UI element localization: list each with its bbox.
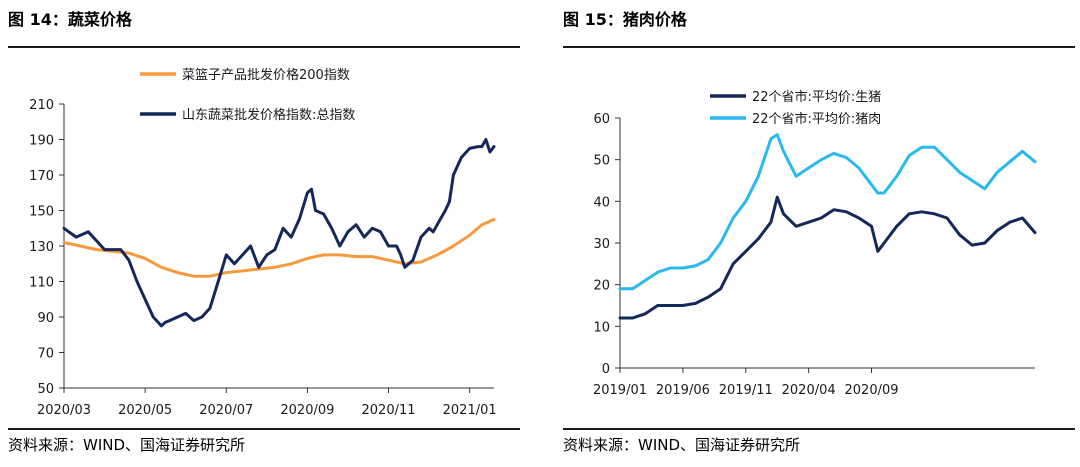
y-tick-label: 150 <box>29 205 54 220</box>
y-tick-label: 10 <box>593 320 610 335</box>
vegetable-price-chart: 50 70 90 110 130 150 170 190 210 2020/03 2020/05 20… <box>29 67 497 418</box>
series-line-0 <box>62 217 496 278</box>
y-tick-label: 40 <box>593 195 610 210</box>
legend-label: 22个省市:平均价:猪肉 <box>752 111 881 127</box>
source-divider <box>8 428 520 430</box>
x-tick-label: 2020/07 <box>199 403 253 418</box>
title-divider <box>8 46 520 48</box>
y-tick-label: 190 <box>29 134 54 149</box>
x-tick-label: 2019/11 <box>719 383 773 398</box>
x-tick-label: 2020/09 <box>280 403 334 418</box>
legend-label: 22个省市:平均价:生猪 <box>752 89 881 105</box>
y-tick-label: 50 <box>593 154 610 169</box>
source-note: 资料来源：WIND、国海证券研究所 <box>8 436 246 454</box>
source-divider <box>563 428 1075 430</box>
y-tick-label: 20 <box>593 279 610 294</box>
y-tick-label: 30 <box>593 237 610 252</box>
figure-title: 图 15：猪肉价格 <box>563 10 687 29</box>
figure-15-panel: 图 15：猪肉价格 0 10 20 30 40 50 60 2019/01 2019/06 201… <box>555 0 1080 467</box>
series-line-1 <box>618 133 1037 291</box>
x-tick-label: 2020/09 <box>845 383 899 398</box>
y-tick-label: 170 <box>29 169 54 184</box>
y-tick-label: 70 <box>37 347 54 362</box>
figure-title: 图 14：蔬菜价格 <box>8 10 132 29</box>
x-tick-label: 2020/03 <box>37 403 91 418</box>
source-note: 资料来源：WIND、国海证券研究所 <box>563 436 801 454</box>
x-tick-label: 2019/06 <box>656 383 710 398</box>
pork-price-chart: 0 10 20 30 40 50 60 2019/01 2019/06 2019/11 2020/0… <box>593 89 1037 398</box>
x-tick-label: 2021/01 <box>443 403 497 418</box>
y-tick-label: 60 <box>593 112 610 127</box>
y-tick-label: 50 <box>37 382 54 397</box>
legend-label: 山东蔬菜批发价格指数:总指数 <box>182 107 355 123</box>
series-line-1 <box>62 138 496 328</box>
y-tick-label: 130 <box>29 240 54 255</box>
x-tick-label: 2019/01 <box>593 383 647 398</box>
x-tick-label: 2020/11 <box>362 403 416 418</box>
y-tick-label: 210 <box>29 98 54 113</box>
x-tick-label: 2020/04 <box>782 383 836 398</box>
title-divider <box>563 46 1075 48</box>
y-tick-label: 110 <box>29 276 54 291</box>
legend-label: 菜篮子产品批发价格200指数 <box>182 67 350 83</box>
figure-14-panel: 图 14：蔬菜价格 50 70 90 110 130 150 170 190 210 2020/0… <box>0 0 530 467</box>
y-tick-label: 0 <box>602 362 610 377</box>
series-line-0 <box>618 195 1037 320</box>
x-tick-label: 2020/05 <box>118 403 172 418</box>
y-tick-label: 90 <box>37 311 54 326</box>
